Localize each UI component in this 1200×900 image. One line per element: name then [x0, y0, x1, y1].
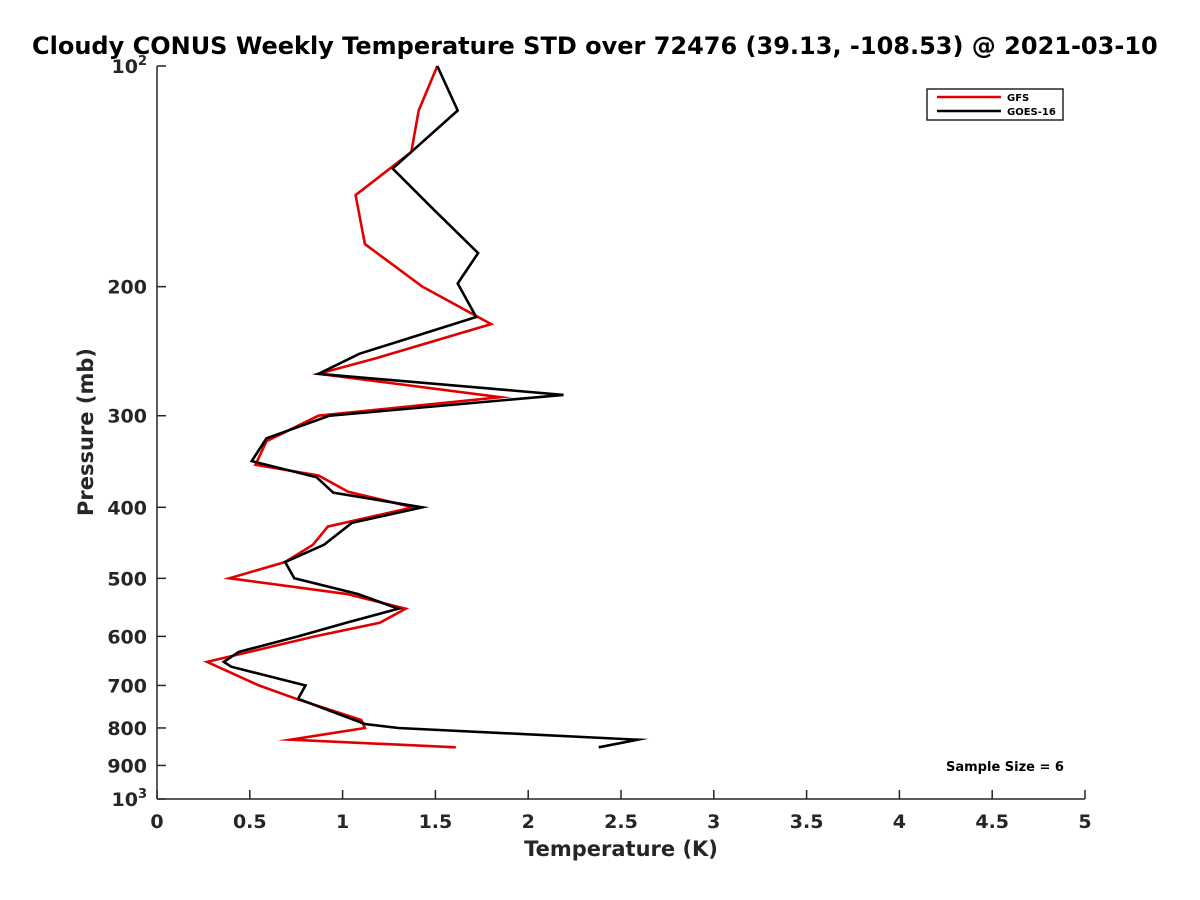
y-tick-label: 700 [107, 675, 147, 697]
y-ticks: 102 200 300 400 500 600 700 800 900 103 [107, 54, 166, 811]
y-tick-label: 400 [107, 497, 147, 519]
y-tick-label: 300 [107, 406, 147, 428]
x-axis-label: Temperature (K) [524, 837, 718, 861]
chart-title: Cloudy CONUS Weekly Temperature STD over… [32, 32, 1158, 60]
legend-label-gfs: GFS [1007, 93, 1029, 104]
x-tick-label: 4 [893, 811, 906, 833]
y-tick-label: 900 [107, 755, 147, 777]
x-tick-label: 1.5 [419, 811, 453, 833]
x-tick-label: 0 [150, 811, 163, 833]
legend-box [926, 88, 1064, 121]
y-tick-label: 500 [107, 568, 147, 590]
series-line-goes16 [221, 65, 649, 749]
axes [156, 66, 1085, 800]
y-tick-label: 103 [112, 787, 148, 811]
x-tick-label: 2.5 [604, 811, 638, 833]
y-tick-label: 200 [107, 277, 147, 299]
x-tick-label: 2 [522, 811, 535, 833]
y-axis-label: Pressure (mb) [74, 348, 98, 516]
series-line-gfs [203, 65, 512, 749]
x-tick-label: 1 [336, 811, 349, 833]
x-ticks: 0 0.5 1 1.5 2 2.5 3 3.5 4 4.5 5 [150, 790, 1092, 833]
series-layer [203, 65, 649, 749]
y-tick-label: 102 [112, 54, 148, 78]
legend: GFS GOES-16 [926, 88, 1064, 121]
legend-label-goes16: GOES-16 [1007, 107, 1056, 118]
x-tick-label: 5 [1078, 811, 1091, 833]
sample-size-annotation: Sample Size = 6 [946, 760, 1064, 775]
x-tick-label: 3.5 [790, 811, 824, 833]
x-tick-label: 3 [707, 811, 720, 833]
x-tick-label: 4.5 [975, 811, 1009, 833]
y-tick-label: 800 [107, 718, 147, 740]
x-tick-label: 0.5 [233, 811, 267, 833]
y-tick-label: 600 [107, 626, 147, 648]
